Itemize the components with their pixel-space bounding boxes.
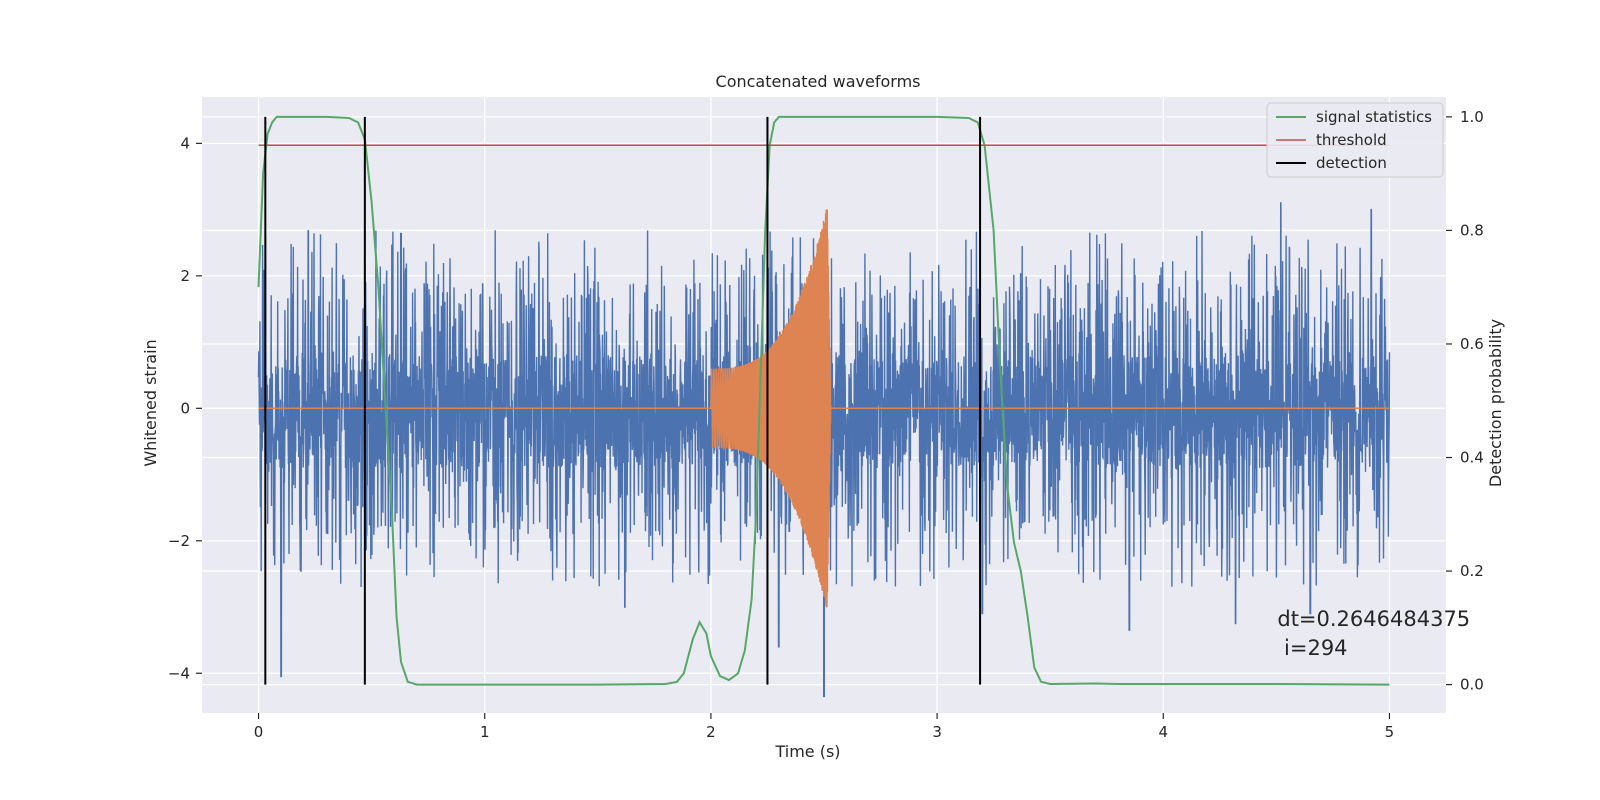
annotation-dt: dt=0.2646484375 (1277, 607, 1470, 631)
right-tick-label: 0.2 (1460, 562, 1484, 580)
left-tick-label: 0 (180, 399, 190, 417)
x-tick-label: 3 (932, 723, 942, 741)
left-axis-label: Whitened strain (141, 339, 160, 466)
right-tick-label: 0.8 (1460, 221, 1484, 239)
chart-title: Concatenated waveforms (716, 72, 921, 91)
noise-trace (257, 202, 1391, 698)
x-axis-label: Time (s) (774, 742, 840, 761)
right-tick-label: 0.6 (1460, 335, 1484, 353)
right-tick-label: 0.0 (1460, 676, 1484, 694)
data-layer (257, 115, 1391, 698)
left-tick-label: −2 (168, 532, 190, 550)
right-tick-label: 0.4 (1460, 449, 1484, 467)
signal-statistics-line (257, 115, 1390, 686)
x-tick-label: 0 (254, 723, 264, 741)
annotation-index: i=294 (1277, 636, 1347, 660)
legend-box (1266, 102, 1444, 178)
legend-label: signal statistics (1316, 108, 1432, 126)
left-axis: −4 −2 0 2 4 (168, 134, 202, 682)
x-tick-label: 5 (1385, 723, 1395, 741)
legend-label: threshold (1316, 131, 1387, 149)
legend: signal statistics threshold detection (1266, 102, 1444, 178)
left-tick-label: 4 (180, 134, 190, 152)
x-axis: 0 1 2 3 4 5 (254, 713, 1394, 741)
left-tick-label: −4 (168, 664, 190, 682)
left-tick-label: 2 (180, 267, 190, 285)
injected-waveform (258, 209, 1390, 608)
right-axis-label: Detection probability (1486, 319, 1505, 487)
x-tick-label: 1 (480, 723, 490, 741)
x-tick-label: 2 (706, 723, 716, 741)
right-axis: 0.0 0.2 0.4 0.6 0.8 1.0 (1446, 108, 1484, 694)
legend-label: detection (1316, 154, 1387, 172)
x-tick-label: 4 (1158, 723, 1168, 741)
right-tick-label: 1.0 (1460, 108, 1484, 126)
